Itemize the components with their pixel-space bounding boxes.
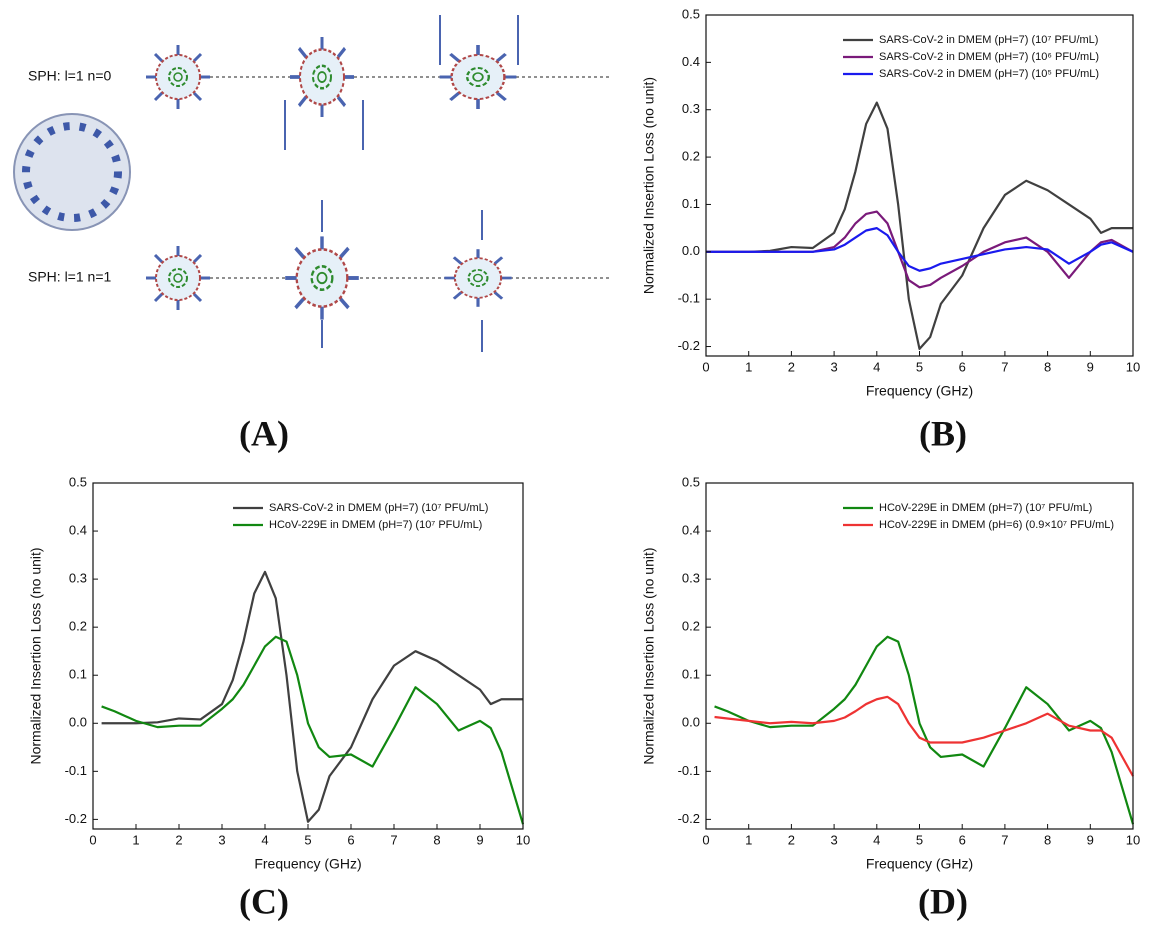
series-line — [706, 101, 1133, 350]
x-tick-label: 0 — [702, 359, 709, 374]
panel-caption: (B) — [919, 413, 967, 453]
series-line — [101, 570, 523, 823]
mode-label: SPH: l=1 n=0 — [28, 68, 111, 84]
mode-label: SPH: l=1 n=1 — [28, 269, 111, 285]
legend-label: SARS-CoV-2 in DMEM (pH=7) (10⁶ PFU/mL) — [879, 51, 1099, 63]
x-tick-label: 0 — [702, 832, 709, 847]
series-line — [706, 210, 1134, 289]
arrows — [284, 15, 519, 352]
y-tick-label: -0.2 — [65, 811, 87, 826]
x-tick-label: 2 — [175, 832, 182, 847]
legend-label: HCoV-229E in DMEM (pH=6) (0.9×10⁷ PFU/mL… — [879, 519, 1114, 531]
x-tick-label: 8 — [1044, 832, 1051, 847]
x-tick-label: 4 — [873, 832, 880, 847]
x-tick-label: 6 — [959, 832, 966, 847]
plot-frame — [705, 14, 1134, 357]
x-tick-label: 5 — [916, 832, 923, 847]
x-tick-label: 7 — [1001, 832, 1008, 847]
virion — [442, 247, 514, 309]
legend-label: SARS-CoV-2 in DMEM (pH=7) (10⁷ PFU/mL) — [879, 34, 1098, 46]
legend-label: HCoV-229E in DMEM (pH=7) (10⁷ PFU/mL) — [269, 519, 482, 531]
x-tick-label: 4 — [873, 359, 880, 374]
y-tick-label: 0.5 — [69, 474, 87, 489]
x-tick-label: 7 — [1001, 359, 1008, 374]
x-tick-label: 1 — [745, 359, 752, 374]
legend-label: SARS-CoV-2 in DMEM (pH=7) (10⁷ PFU/mL) — [269, 502, 488, 514]
x-tick-label: 0 — [89, 832, 96, 847]
y-tick-label: 0.0 — [682, 715, 700, 730]
x-tick-label: 8 — [1044, 359, 1051, 374]
y-axis-label: Normalized Insertion Loss (no unit) — [641, 547, 657, 764]
y-tick-label: 0.4 — [682, 522, 700, 537]
x-tick-label: 10 — [1126, 832, 1140, 847]
y-tick-label: 0.4 — [69, 522, 87, 537]
y-tick-label: -0.1 — [678, 291, 700, 306]
panel-caption: (C) — [239, 881, 289, 921]
virion — [288, 35, 356, 119]
x-tick-label: 10 — [516, 832, 530, 847]
y-tick-label: 0.1 — [682, 667, 700, 682]
x-tick-label: 6 — [347, 832, 354, 847]
x-tick-label: 3 — [830, 832, 837, 847]
x-tick-label: 5 — [916, 359, 923, 374]
y-tick-label: 0.4 — [682, 54, 700, 69]
x-axis-label: Frequency (GHz) — [254, 856, 361, 872]
x-axis-label: Frequency (GHz) — [866, 383, 973, 399]
y-tick-label: 0.2 — [682, 619, 700, 634]
virus-spikes — [22, 122, 122, 222]
panel-caption: (D) — [918, 881, 968, 921]
y-tick-label: 0.0 — [682, 243, 700, 258]
plot-frame — [92, 482, 524, 830]
y-tick-label: 0.3 — [69, 571, 87, 586]
x-tick-label: 9 — [476, 832, 483, 847]
x-tick-label: 6 — [959, 359, 966, 374]
x-tick-label: 4 — [261, 832, 268, 847]
series-line — [706, 227, 1134, 272]
y-tick-label: 0.5 — [682, 474, 700, 489]
legend-label: SARS-CoV-2 in DMEM (pH=7) (10⁵ PFU/mL) — [879, 68, 1099, 80]
virion — [144, 43, 212, 111]
x-tick-label: 3 — [830, 359, 837, 374]
y-tick-label: 0.3 — [682, 571, 700, 586]
x-tick-label: 8 — [433, 832, 440, 847]
panel-caption: (A) — [239, 413, 289, 453]
x-tick-label: 3 — [218, 832, 225, 847]
y-tick-label: 0.5 — [682, 6, 700, 21]
y-tick-label: 0.3 — [682, 101, 700, 116]
x-tick-label: 7 — [390, 832, 397, 847]
y-tick-label: 0.1 — [69, 667, 87, 682]
y-tick-label: 0.0 — [69, 715, 87, 730]
legend-label: HCoV-229E in DMEM (pH=7) (10⁷ PFU/mL) — [879, 502, 1092, 514]
y-tick-label: -0.2 — [678, 811, 700, 826]
y-axis-label: Normalized Insertion Loss (no unit) — [641, 77, 657, 294]
virion — [437, 43, 519, 111]
x-tick-label: 10 — [1126, 359, 1140, 374]
series-line — [101, 635, 525, 825]
series-line — [714, 635, 1135, 825]
x-tick-label: 9 — [1087, 359, 1094, 374]
y-tick-label: -0.1 — [65, 763, 87, 778]
y-tick-label: 0.2 — [682, 149, 700, 164]
x-tick-label: 1 — [745, 832, 752, 847]
x-tick-label: 9 — [1087, 832, 1094, 847]
panel-a: SPH: l=1 n=0 SPH: l=1 n=1 (A) — [13, 15, 612, 453]
x-tick-label: 2 — [788, 359, 795, 374]
virus-large — [13, 113, 131, 231]
plot-frame — [705, 482, 1134, 830]
x-tick-label: 1 — [132, 832, 139, 847]
virion — [144, 244, 212, 312]
y-tick-label: 0.1 — [682, 196, 700, 211]
x-tick-label: 2 — [788, 832, 795, 847]
y-tick-label: 0.2 — [69, 619, 87, 634]
x-tick-label: 5 — [304, 832, 311, 847]
y-axis-label: Normalized Insertion Loss (no unit) — [28, 547, 44, 764]
y-tick-label: -0.2 — [678, 338, 700, 353]
series-line — [714, 695, 1134, 777]
y-tick-label: -0.1 — [678, 763, 700, 778]
virion — [283, 234, 361, 322]
x-axis-label: Frequency (GHz) — [866, 856, 973, 872]
